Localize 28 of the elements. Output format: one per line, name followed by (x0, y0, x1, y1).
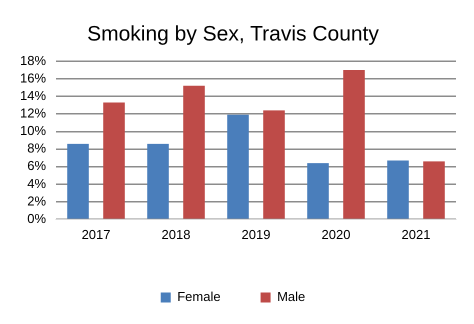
bar (67, 144, 89, 219)
y-tick-label: 10% (20, 123, 46, 138)
bar (103, 102, 125, 219)
y-tick-label: 4% (27, 176, 46, 191)
legend-label: Male (277, 289, 306, 304)
y-tick-label: 16% (20, 70, 46, 86)
bar (263, 110, 285, 219)
y-tick-label: 8% (27, 140, 46, 156)
bar (147, 144, 169, 219)
y-tick-label: 14% (20, 88, 46, 103)
legend-label: Female (177, 289, 221, 304)
x-tick-label: 2021 (402, 226, 430, 242)
bar (183, 86, 205, 219)
y-tick-label: 2% (27, 193, 46, 208)
x-tick-label: 2020 (322, 226, 350, 242)
bar (387, 160, 409, 219)
x-tick-label: 2017 (82, 226, 110, 242)
y-tick-label: 6% (27, 158, 46, 174)
bar (343, 70, 365, 219)
bar (227, 114, 249, 219)
x-tick-label: 2018 (162, 226, 190, 242)
bar (423, 161, 445, 219)
y-tick-label: 18% (20, 52, 46, 68)
bar (307, 163, 329, 219)
y-tick-label: 12% (20, 106, 46, 121)
y-tick-label: 0% (27, 210, 46, 226)
chart-title: Smoking by Sex, Travis County (87, 22, 380, 46)
x-tick-label: 2019 (242, 226, 270, 242)
